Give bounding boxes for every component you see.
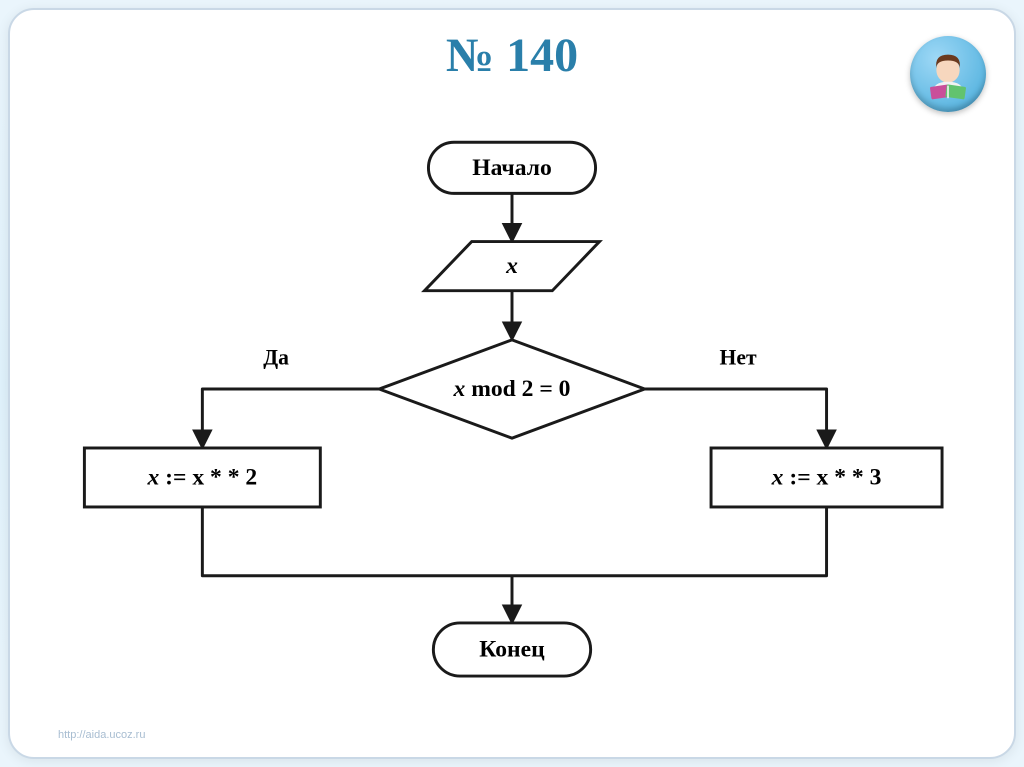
edge-label: Да	[263, 345, 289, 369]
node-label: x := x * * 2	[147, 464, 258, 490]
slide-frame: № 140 Да Нет Начало x x mod 2 = 0 x := x * * …	[8, 8, 1016, 759]
flowchart: Да Нет Начало x x mod 2 = 0 x := x * * 2 x := …	[50, 120, 974, 717]
edge	[645, 389, 827, 448]
node-end: Конец	[433, 623, 590, 676]
title-text: № 140	[446, 29, 578, 82]
edge-label: Нет	[720, 345, 757, 369]
node-start: Начало	[428, 142, 595, 193]
slide-title: № 140	[10, 28, 1014, 83]
edge	[202, 507, 512, 576]
node-label: x	[505, 253, 518, 279]
node-label: Начало	[472, 155, 552, 181]
node-label: x mod 2 = 0	[453, 376, 571, 402]
flowchart-svg: Да Нет Начало x x mod 2 = 0 x := x * * 2 x := …	[50, 120, 974, 717]
footer-url: http://aida.ucoz.ru	[58, 729, 145, 741]
avatar-icon	[917, 43, 979, 105]
node-label: Конец	[479, 636, 545, 662]
node-label: x := x * * 3	[771, 464, 882, 490]
avatar-badge	[910, 36, 986, 112]
edge	[202, 389, 379, 448]
node-input: x	[425, 242, 600, 291]
edge	[512, 507, 827, 576]
node-procNo: x := x * * 3	[711, 448, 942, 507]
node-decision: x mod 2 = 0	[379, 340, 644, 438]
node-procYes: x := x * * 2	[84, 448, 320, 507]
